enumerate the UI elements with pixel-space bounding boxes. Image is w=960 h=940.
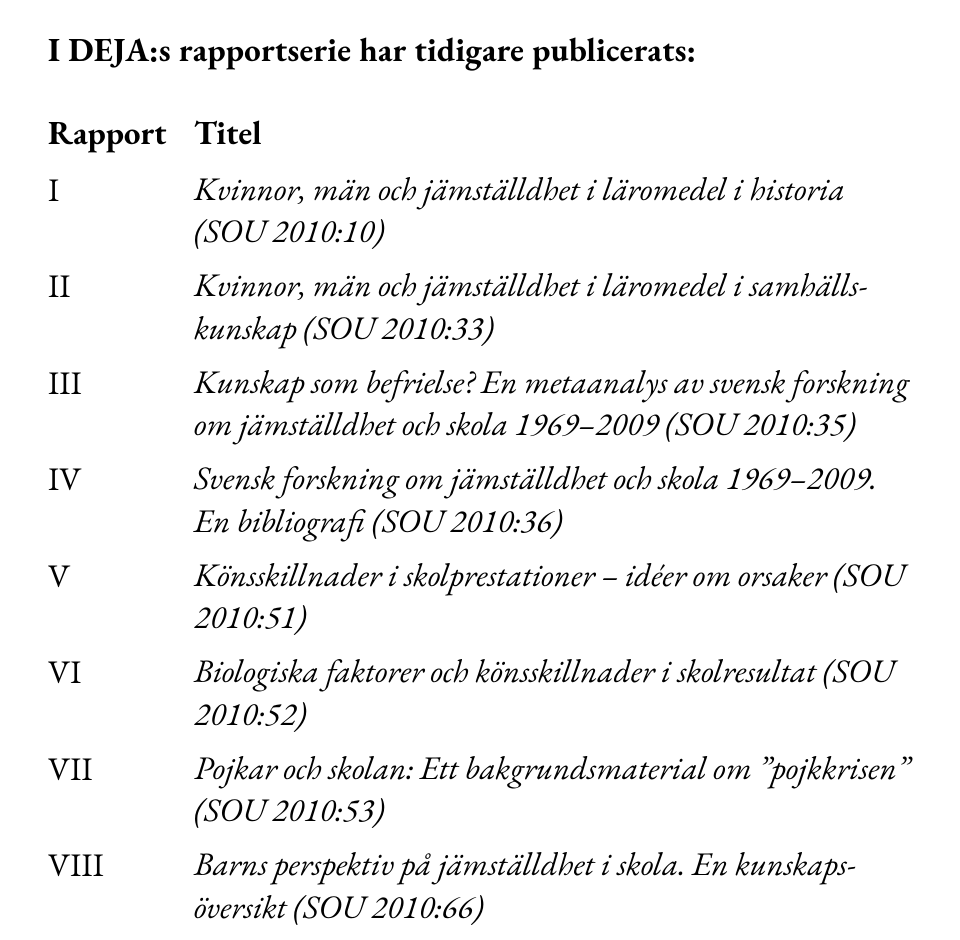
report-title: Kvinnor, män och jämställdhet i läromede… <box>194 264 912 360</box>
table-row: VII Pojkar och skolan: Ett bakgrundsmate… <box>48 747 912 843</box>
report-number: V <box>48 554 194 650</box>
table-row: II Kvinnor, män och jämställdhet i lärom… <box>48 264 912 360</box>
report-title: Pojkar och skolan: Ett bakgrundsmaterial… <box>194 747 912 843</box>
report-title: Könsskillnader i skolprestationer – idée… <box>194 554 912 650</box>
report-title: Svensk forskning om jämställdhet och sko… <box>194 457 912 553</box>
report-number: VIII <box>48 843 194 939</box>
report-number: VII <box>48 747 194 843</box>
report-number: IV <box>48 457 194 553</box>
report-title: Biologiska faktorer och könsskillnader i… <box>194 650 912 746</box>
table-row: III Kunskap som befrielse? En metaanalys… <box>48 361 912 457</box>
col-header-rapport: Rapport <box>48 111 194 168</box>
page-heading: I DEJA:s rapportserie har tidigare publi… <box>48 28 912 71</box>
report-number: I <box>48 168 194 264</box>
table-header-row: Rapport Titel <box>48 111 912 168</box>
table-row: IV Svensk forskning om jämställdhet och … <box>48 457 912 553</box>
report-number: II <box>48 264 194 360</box>
report-table: Rapport Titel I Kvinnor, män och jämstäl… <box>48 111 912 940</box>
page: I DEJA:s rapportserie har tidigare publi… <box>0 0 960 940</box>
table-row: V Könsskillnader i skolprestationer – id… <box>48 554 912 650</box>
table-row: VI Biologiska faktorer och könsskillnade… <box>48 650 912 746</box>
report-title: Barns perspektiv på jämställdhet i skola… <box>194 843 912 939</box>
report-title: Kunskap som befrielse? En metaanalys av … <box>194 361 912 457</box>
report-number: VI <box>48 650 194 746</box>
col-header-titel: Titel <box>194 111 912 168</box>
report-title: Kvinnor, män och jämställdhet i läromede… <box>194 168 912 264</box>
table-row: VIII Barns perspektiv på jämställdhet i … <box>48 843 912 939</box>
table-row: I Kvinnor, män och jämställdhet i lärome… <box>48 168 912 264</box>
report-number: III <box>48 361 194 457</box>
